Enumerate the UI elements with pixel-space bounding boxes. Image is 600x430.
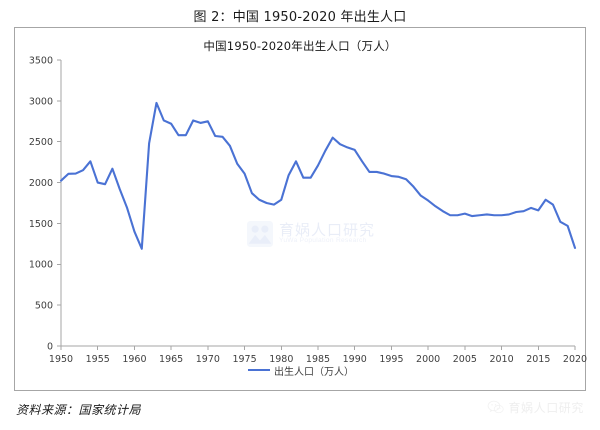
x-tick-label: 1975 — [232, 354, 256, 365]
x-tick-label: 1980 — [269, 354, 293, 365]
x-tick-label: 2005 — [453, 354, 477, 365]
line-chart-svg: 0 500 1000 1500 2000 2500 3000 3500 1950 1955 196… — [29, 55, 587, 365]
y-tick-label: 0 — [47, 341, 53, 352]
source-note: 资料来源：国家统计局 — [16, 403, 142, 417]
x-tick-label: 1955 — [86, 354, 110, 365]
corner-watermark-text: 育娲人口研究 — [508, 401, 584, 415]
x-tick-label: 2020 — [563, 354, 587, 365]
legend-label-births: 出生人口（万人） — [274, 367, 354, 378]
legend-swatch-births — [248, 368, 270, 371]
chart-title: 中国1950-2020年出生人口（万人） — [203, 39, 397, 53]
y-tick-label: 500 — [35, 301, 53, 312]
x-tick-label: 1985 — [306, 354, 330, 365]
y-tick-label: 2000 — [29, 178, 53, 189]
chart-container: 中国1950-2020年出生人口（万人） 0 500 1000 1500 2000 250… — [14, 27, 587, 392]
x-tick-label: 2015 — [526, 354, 550, 365]
plot-area: 0 500 1000 1500 2000 2500 3000 3500 1950 1955 196… — [15, 28, 587, 392]
x-tick-label: 1965 — [159, 354, 183, 365]
y-tick-label: 3500 — [29, 55, 53, 66]
x-tick-label: 2000 — [416, 354, 440, 365]
y-tick-label: 1500 — [29, 219, 53, 230]
x-tick-label: 1995 — [379, 354, 403, 365]
x-tick-label: 1990 — [343, 354, 367, 365]
y-tick-label: 2500 — [29, 137, 53, 148]
y-tick-label: 1000 — [29, 260, 53, 271]
corner-watermark: 育娲人口研究 — [487, 399, 584, 416]
series-line-births — [59, 101, 577, 250]
x-tick-label: 1950 — [49, 354, 73, 365]
y-axis-ticks: 0 500 1000 1500 2000 2500 3000 3500 — [29, 55, 61, 352]
x-tick-label: 1970 — [196, 354, 220, 365]
chart-legend: 出生人口（万人） — [15, 363, 587, 378]
wechat-icon — [488, 400, 504, 414]
x-tick-label: 1960 — [122, 354, 146, 365]
y-tick-label: 3000 — [29, 96, 53, 107]
x-tick-label: 2010 — [489, 354, 513, 365]
figure-caption: 图 2：中国 1950-2020 年出生人口 — [193, 10, 407, 25]
x-axis-ticks: 1950 1955 1960 1965 1970 1975 1980 1985 1990 1995… — [49, 346, 587, 365]
